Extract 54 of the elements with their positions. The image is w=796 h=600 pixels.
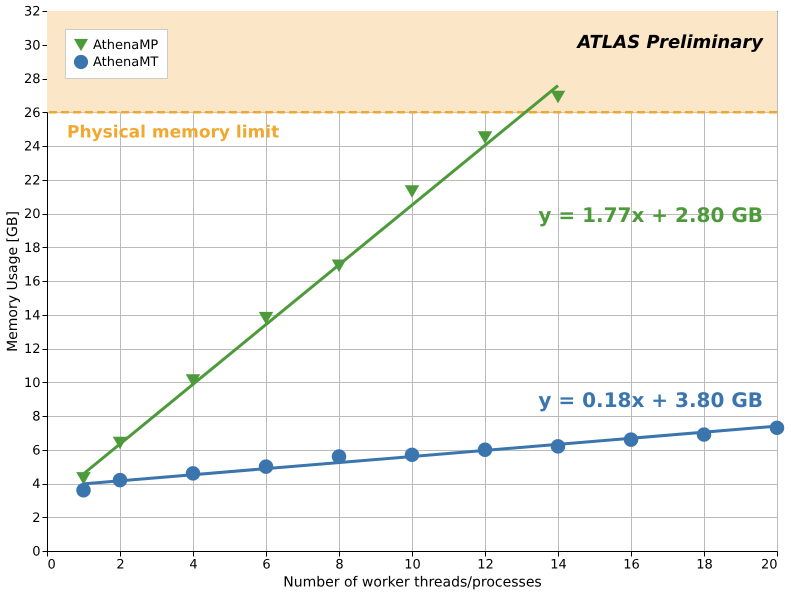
y-tick-label: 32: [24, 4, 40, 20]
point: [624, 432, 638, 447]
point: [258, 312, 274, 324]
x-tick-label: 6: [262, 558, 271, 572]
y-tick-label: 18: [24, 240, 40, 256]
point: [696, 427, 712, 442]
y-tick-label: 16: [24, 274, 40, 290]
x-tick-label: 10: [404, 558, 421, 572]
annotation: y = 0.18x + 3.80 GB: [538, 388, 763, 412]
annotation: ATLAS Preliminary: [575, 32, 764, 53]
point: [76, 472, 91, 485]
x-tick-label: 18: [696, 558, 713, 572]
ref-line-label: Physical memory limit: [67, 122, 280, 142]
point: [770, 420, 784, 436]
legend-label: AthenaMT: [93, 55, 158, 70]
x-tick-label: 4: [189, 558, 198, 572]
legend-label: AthenaMP: [93, 38, 158, 53]
y-axis-title: Memory Usage [GB]: [4, 211, 21, 352]
y-tick-label: 8: [32, 410, 40, 424]
x-axis-title: Number of worker threads/processes: [283, 574, 542, 590]
x-tick-label: 16: [623, 558, 640, 572]
x-tick-label: 8: [335, 558, 344, 572]
x-tick-label: 12: [477, 558, 494, 572]
point: [258, 459, 274, 474]
point: [332, 260, 346, 272]
y-tick-label: 0: [32, 544, 40, 560]
x-tick-label: 14: [550, 558, 567, 572]
y-tick-label: 28: [24, 72, 40, 87]
y-tick-label: 12: [24, 342, 40, 357]
y-tick-label: 26: [24, 106, 40, 121]
point: [112, 436, 128, 450]
x-tick-label: 2: [116, 558, 125, 572]
y-tick-label: 30: [24, 38, 40, 54]
point: [404, 185, 420, 198]
x-tick-label: 20: [760, 558, 778, 572]
y-tick-label: 24: [24, 140, 40, 154]
y-tick-label: 20: [24, 207, 40, 222]
point: [186, 374, 200, 387]
point: [112, 472, 128, 488]
point: [550, 90, 566, 104]
point: [186, 466, 200, 481]
point: [478, 442, 492, 457]
point: [550, 439, 566, 454]
y-tick-label: 22: [24, 173, 40, 188]
y-tick-label: 6: [32, 443, 40, 458]
y-tick-label: 10: [24, 376, 40, 391]
point: [478, 131, 492, 144]
x-tick-label: 0: [48, 558, 56, 572]
y-tick-label: 14: [24, 308, 40, 324]
y-tick-label: 4: [32, 477, 40, 492]
point: [76, 483, 91, 498]
point: [404, 448, 420, 462]
annotation: y = 1.77x + 2.80 GB: [538, 203, 763, 227]
y-tick-label: 2: [32, 510, 40, 526]
